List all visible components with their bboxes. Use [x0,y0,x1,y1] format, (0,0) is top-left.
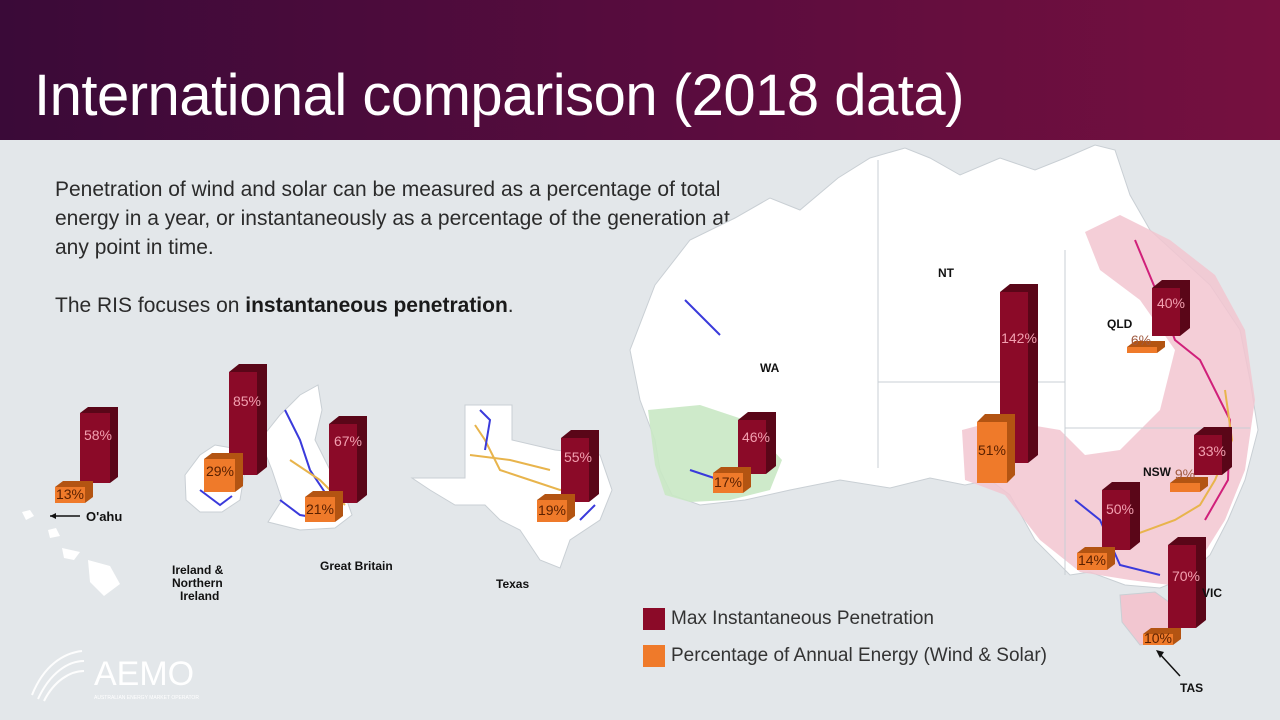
region-label-gb: Great Britain [320,559,393,573]
texas-map [410,404,613,569]
label-max-qld: 40% [1157,295,1185,311]
bar-annual-gb: 21% [305,491,343,522]
bar-max-wa: 46% [738,412,776,474]
region-label-ireland-line3: Ireland [180,589,219,603]
bar-max-qld: 40% [1152,280,1190,336]
bar-max-gb: 67% [329,416,367,503]
label-max-nsw: 33% [1198,443,1226,459]
label-max-sa: 142% [1001,330,1037,346]
region-label-nsw: NSW [1143,465,1172,479]
label-annual-sa: 51% [978,442,1006,458]
label-annual-nsw: 9% [1175,466,1195,482]
label-annual-texas: 19% [538,502,566,518]
region-labels: O'ahu Ireland & Northern Ireland Great B… [86,266,1222,695]
legend-item-annual: Percentage of Annual Energy (Wind & Sola… [643,639,1047,673]
legend-swatch-max [643,608,665,630]
label-annual-tas: 10% [1144,630,1172,646]
region-label-wa: WA [760,361,780,375]
label-max-vic: 70% [1172,568,1200,584]
label-annual-qld: 6% [1131,332,1151,348]
legend: Max Instantaneous Penetration Percentage… [643,602,1047,676]
bar-annual-texas: 19% [537,494,575,522]
logo-subtext: AUSTRALIAN ENERGY MARKET OPERATOR [94,695,199,701]
intro-paragraph-2: The RIS focuses on instantaneous penetra… [55,294,514,317]
emphasis-instantaneous: instantaneous penetration [245,294,508,317]
logo-text: AEMO [94,655,194,693]
bar-charts: 58% 13% 85% 29% 67% 21% [55,280,1232,646]
bar-annual-oahu: 13% [55,481,93,503]
label-max-oahu: 58% [84,427,112,443]
bar-max-texas: 55% [561,430,599,502]
label-annual-oahu: 13% [56,486,84,502]
aemo-logo: AEMO AUSTRALIAN ENERGY MARKET OPERATOR [31,650,199,702]
region-label-nt: NT [938,266,955,280]
title-banner: International comparison (2018 data) [0,0,1280,140]
label-annual-ireland: 29% [206,463,234,479]
bar-annual-vic-inland: 14% [1077,547,1115,570]
page-title: International comparison (2018 data) [34,63,964,128]
legend-swatch-annual [643,645,665,667]
bar-annual-nsw: 9% [1170,466,1208,492]
bar-annual-qld: 6% [1127,332,1165,353]
label-max-vic-inland: 50% [1106,501,1134,517]
label-annual-wa: 17% [714,474,742,490]
legend-item-max: Max Instantaneous Penetration [643,602,1047,636]
australia-map [629,144,1259,646]
bar-max-oahu: 58% [80,407,118,483]
bar-max-nsw: 33% [1194,427,1232,475]
label-max-ireland: 85% [233,393,261,409]
region-label-vic: VIC [1202,586,1222,600]
bar-annual-sa: 51% [977,414,1015,483]
bar-annual-ireland: 29% [204,453,243,492]
oahu-map [22,510,120,596]
region-label-texas: Texas [496,577,529,591]
legend-label-annual: Percentage of Annual Energy (Wind & Sola… [671,645,1047,666]
bar-annual-tas: 10% [1143,628,1181,646]
region-label-oahu: O'ahu [86,509,122,524]
label-max-wa: 46% [742,429,770,445]
bar-max-vic: 70% [1168,537,1206,628]
region-label-tas: TAS [1180,681,1203,695]
region-label-ireland-line1: Ireland & [172,563,224,577]
region-label-qld: QLD [1107,317,1133,331]
bar-annual-wa: 17% [713,467,751,493]
intro-paragraph-1: Penetration of wind and solar can be mea… [55,178,730,259]
label-annual-vic-inland: 14% [1078,552,1106,568]
label-max-gb: 67% [334,433,362,449]
intro-text: Penetration of wind and solar can be mea… [55,175,755,320]
label-annual-gb: 21% [306,501,334,517]
label-max-texas: 55% [564,449,592,465]
legend-label-max: Max Instantaneous Penetration [671,608,935,629]
bar-max-vic-inland: 50% [1102,482,1140,550]
region-label-ireland-line2: Northern [172,576,223,590]
